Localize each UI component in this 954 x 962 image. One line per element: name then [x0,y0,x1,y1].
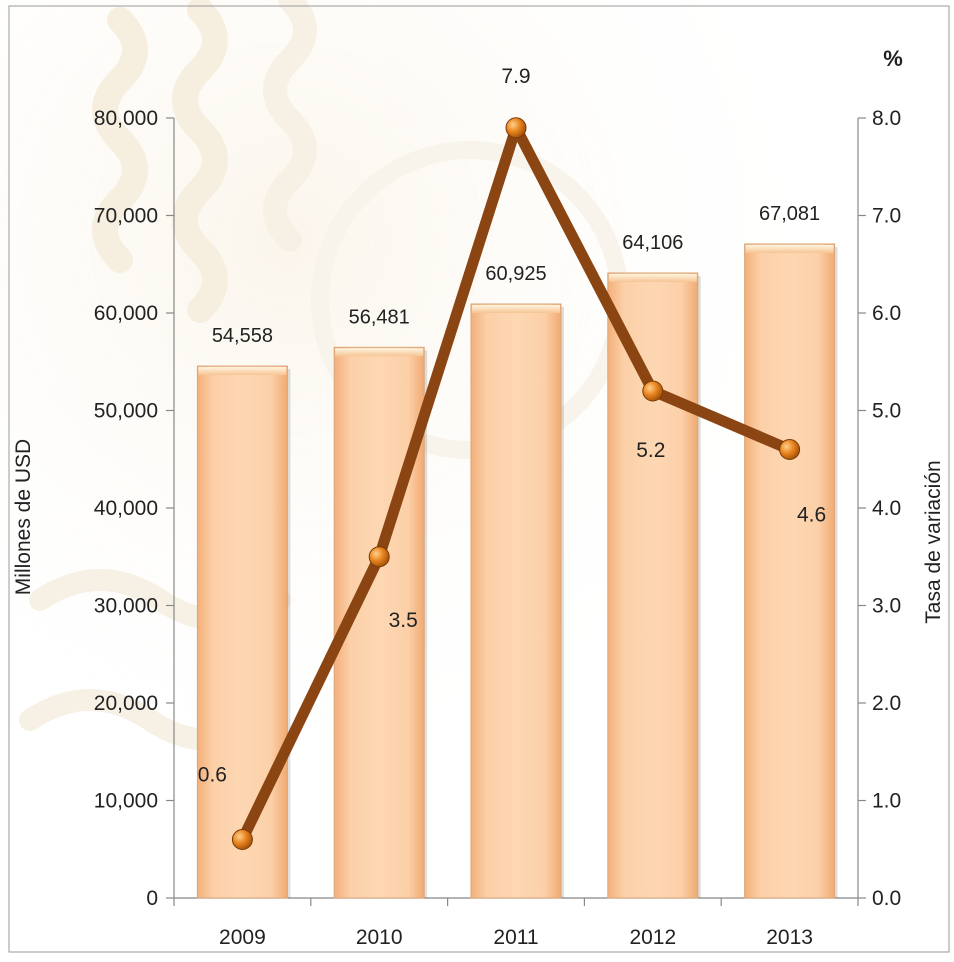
y2-unit-label: % [883,46,903,71]
bar-top-bevel [198,367,287,376]
x-tick-label: 2013 [766,926,813,949]
line-marker [505,117,527,139]
bar-body [744,243,836,899]
bar-body [196,365,288,899]
bar-body [470,303,562,899]
bar-data-label: 56,481 [349,306,410,328]
chart-frame [8,5,950,953]
bar-data-label: 67,081 [759,203,820,225]
bar-data-label: 64,106 [622,232,683,254]
y-tick-label: 50,000 [94,400,158,423]
bar-data-labels: 54,558 56,481 60,925 64,106 67,081 [212,203,820,347]
y2-tick-label: 6.0 [872,302,901,325]
bar-body [607,272,699,899]
y-tick-label: 30,000 [94,595,158,618]
bar-top-bevel [335,348,424,357]
line-data-label: 0.6 [198,764,227,787]
y-tick-label: 20,000 [94,692,158,715]
y-tick-label: 60,000 [94,302,158,325]
y2-tick-label: 5.0 [872,400,901,423]
x-tick-label: 2010 [356,926,403,949]
line-data-label: 7.9 [501,65,530,88]
line-data-labels: 0.6 3.5 7.9 5.2 4.6 [198,65,826,787]
axes: 0 10,000 20,000 30,000 40,000 50,000 60,000 70,… [94,107,901,949]
bar-top-bevel [472,304,560,313]
line-marker [779,439,801,460]
y-axis-title: Millones de USD [12,439,35,595]
line-series [231,117,801,850]
bar-top-bevel [745,244,834,253]
bar [744,243,838,899]
y2-tick-label: 1.0 [872,790,901,813]
x-tick-label: 2012 [629,926,676,949]
bar-top-bevel [608,273,697,282]
y-tick-label: 80,000 [94,107,158,130]
y-tick-label: 70,000 [94,205,158,228]
y2-axis-title: Tasa de variación [922,460,945,623]
y-tick-label: 10,000 [94,790,158,813]
line-data-label: 5.2 [636,439,665,462]
bar-series [196,243,838,899]
bar-data-label: 54,558 [212,325,273,347]
y2-tick-label: 3.0 [872,595,901,618]
line-marker [642,380,664,402]
y-tick-label: 0 [146,887,158,910]
bar [607,272,701,899]
y2-tick-label: 0.0 [872,887,901,910]
bar-data-label: 60,925 [485,263,546,285]
bar [470,303,564,899]
y2-tick-label: 7.0 [872,205,901,228]
x-tick-label: 2011 [493,926,538,949]
y2-tick-label: 4.0 [872,497,901,520]
line-marker [231,829,253,850]
y2-tick-label: 2.0 [872,692,901,715]
line-data-label: 3.5 [389,609,418,632]
x-tick-label: 2009 [219,926,266,949]
bar [196,365,291,899]
line-marker [368,546,390,568]
y2-tick-label: 8.0 [872,107,901,130]
y-tick-label: 40,000 [94,497,158,520]
line-data-label: 4.6 [797,504,826,527]
